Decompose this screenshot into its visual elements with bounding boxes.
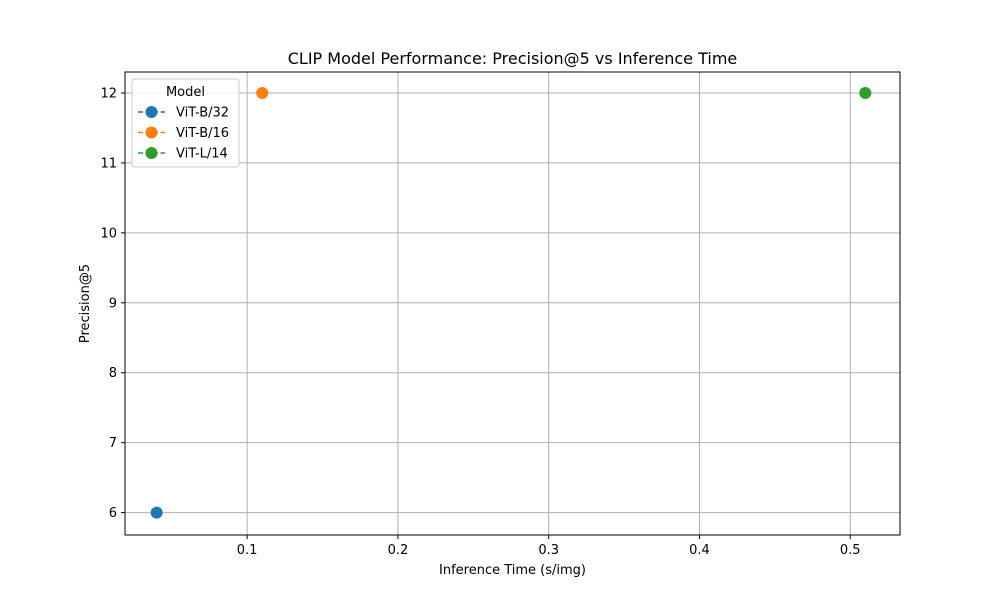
legend-marker	[145, 126, 158, 139]
x-tick-label: 0.2	[388, 543, 409, 558]
y-tick-label: 11	[100, 156, 117, 171]
ticks: 0.1 0.2 0.3 0.4 0.5 6 7 8 9 10 11 12	[100, 86, 860, 558]
plot-frame	[124, 71, 901, 536]
data-point	[150, 506, 163, 519]
data-points	[150, 86, 872, 519]
data-point	[859, 86, 872, 99]
legend-marker	[145, 147, 158, 159]
y-tick-label: 7	[109, 436, 117, 451]
y-tick-label: 12	[100, 86, 117, 101]
x-tick-label: 0.3	[538, 543, 559, 558]
y-tick-label: 10	[100, 226, 117, 241]
y-tick-label: 8	[109, 366, 117, 381]
y-tick-label: 6	[109, 506, 117, 521]
x-tick-label: 0.5	[840, 543, 861, 558]
legend-box	[131, 78, 240, 168]
y-axis-label: Precision@5	[78, 264, 93, 343]
legend-label: ViT-B/32	[176, 106, 229, 121]
grid	[125, 72, 900, 535]
data-point	[256, 86, 269, 99]
plot-area	[125, 72, 900, 535]
chart-title: CLIP Model Performance: Precision@5 vs I…	[288, 49, 738, 68]
legend-title: Model	[166, 85, 205, 100]
legend-marker	[145, 106, 158, 118]
x-tick-label: 0.1	[237, 543, 258, 558]
legend: Model ViT-B/32 ViT-B/16 ViT-L/14	[131, 78, 240, 168]
legend-label: ViT-L/14	[176, 147, 228, 162]
x-tick-label: 0.4	[689, 543, 710, 558]
legend-entries: ViT-B/32 ViT-B/16 ViT-L/14	[138, 106, 229, 162]
y-tick-label: 9	[109, 296, 117, 311]
legend-label: ViT-B/16	[176, 126, 229, 141]
x-axis-label: Inference Time (s/img)	[439, 563, 586, 578]
